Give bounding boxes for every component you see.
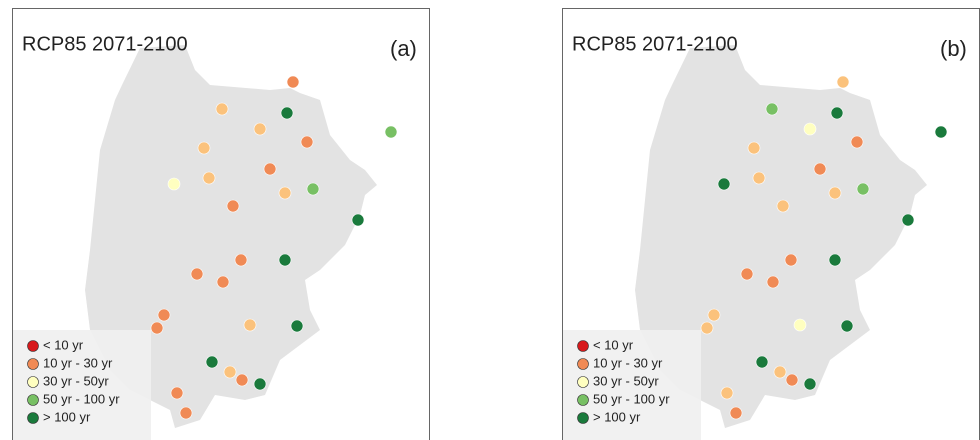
station-point [170,386,184,400]
legend-swatch [577,340,589,352]
station-point [803,377,817,391]
panel-tag: (b) [940,36,967,61]
station-point [234,253,248,267]
station-point [197,141,211,155]
station-point [755,355,769,369]
station-point [850,135,864,149]
station-point [901,213,915,227]
station-point [856,182,870,196]
station-point [280,106,294,120]
legend-label: 50 yr - 100 yr [593,391,670,406]
station-point [179,406,193,420]
station-point [300,135,314,149]
station-point [707,308,721,322]
legend-label: < 10 yr [593,337,634,352]
station-point [286,75,300,89]
map-panel: RCP85 2071-2100 (b) < 10 yr 10 yr - 30 yr 30… [562,8,980,440]
station-point [243,318,257,332]
legend-label: < 10 yr [43,337,84,352]
station-point [215,102,229,116]
legend-swatch [27,412,39,424]
station-point [263,162,277,176]
station-point [351,213,365,227]
map-panel: RCP85 2071-2100 (a) < 10 yr 10 yr - 30 yr 30… [12,8,430,440]
legend-swatch [577,412,589,424]
station-point [740,267,754,281]
station-point [167,177,181,191]
station-point [803,122,817,136]
legend-swatch [27,394,39,406]
station-point [202,171,216,185]
station-point [717,177,731,191]
station-point [235,373,249,387]
station-point [253,377,267,391]
legend-swatch [577,376,589,388]
station-point [773,365,787,379]
station-point [813,162,827,176]
legend-swatch [577,358,589,370]
station-point [784,253,798,267]
station-point [278,253,292,267]
legend-swatch [577,394,589,406]
station-point [934,125,948,139]
legend-label: 30 yr - 50yr [593,373,659,388]
station-point [190,267,204,281]
station-point [766,275,780,289]
legend-swatch [27,358,39,370]
panel-title: RCP85 2071-2100 [22,33,188,55]
station-point [700,321,714,335]
station-point [830,106,844,120]
station-point [150,321,164,335]
station-point [785,373,799,387]
legend-label: > 100 yr [593,409,641,424]
station-point [223,365,237,379]
legend-swatch [27,340,39,352]
legend-label: > 100 yr [43,409,91,424]
station-point [278,186,292,200]
legend-label: 10 yr - 30 yr [593,355,663,370]
station-point [384,125,398,139]
station-point [205,355,219,369]
panel-title: RCP85 2071-2100 [572,33,738,55]
legend-label: 10 yr - 30 yr [43,355,113,370]
station-point [253,122,267,136]
station-point [306,182,320,196]
station-point [290,319,304,333]
legend-label: 50 yr - 100 yr [43,391,120,406]
station-point [216,275,230,289]
station-point [747,141,761,155]
legend-swatch [27,376,39,388]
station-point [828,253,842,267]
station-point [836,75,850,89]
legend-label: 30 yr - 50yr [43,373,109,388]
station-point [729,406,743,420]
station-point [720,386,734,400]
station-point [157,308,171,322]
station-point [840,319,854,333]
station-point [765,102,779,116]
station-point [226,199,240,213]
panel-tag: (a) [390,36,417,61]
station-point [776,199,790,213]
station-point [752,171,766,185]
station-point [828,186,842,200]
station-point [793,318,807,332]
